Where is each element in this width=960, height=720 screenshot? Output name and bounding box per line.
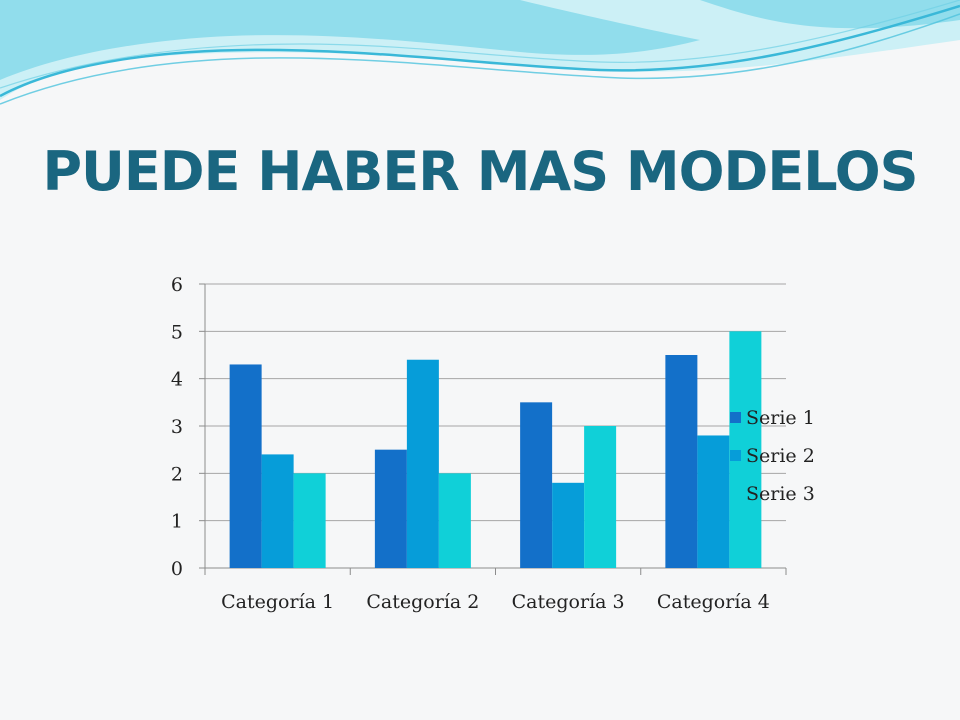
bar: [584, 426, 617, 568]
bar: [293, 473, 326, 568]
bar: [229, 364, 262, 568]
slide-title: PUEDE HABER MAS MODELOS: [42, 140, 918, 203]
x-category-label: Categoría 2: [366, 591, 479, 613]
bar: [552, 482, 585, 568]
legend-label: Serie 2: [746, 445, 815, 467]
legend-label: Serie 3: [746, 483, 815, 505]
y-tick-label: 3: [171, 416, 183, 438]
bar: [697, 435, 730, 568]
bar: [729, 331, 762, 568]
y-tick-label: 6: [171, 274, 183, 296]
top-wave-line-2: [0, 0, 960, 89]
top-wave-mid: [0, 0, 960, 80]
bar: [438, 473, 471, 568]
bar: [261, 454, 294, 568]
legend-swatch: [730, 488, 741, 499]
y-tick-label: 4: [171, 369, 183, 391]
x-category-label: Categoría 3: [512, 591, 625, 613]
legend-swatch: [730, 412, 741, 423]
legend-swatch: [730, 450, 741, 461]
y-tick-label: 1: [171, 511, 183, 533]
y-tick-label: 5: [171, 321, 183, 343]
legend-label: Serie 1: [746, 407, 815, 429]
bar: [406, 359, 439, 568]
top-wave-line: [0, 13, 960, 105]
bar: [520, 402, 553, 568]
x-category-label: Categoría 4: [657, 591, 770, 613]
bar: [665, 355, 698, 568]
y-tick-label: 0: [171, 558, 183, 580]
y-tick-label: 2: [171, 463, 183, 485]
x-category-label: Categoría 1: [221, 591, 334, 613]
bar: [374, 449, 407, 568]
top-wave-dark: [0, 4, 960, 98]
